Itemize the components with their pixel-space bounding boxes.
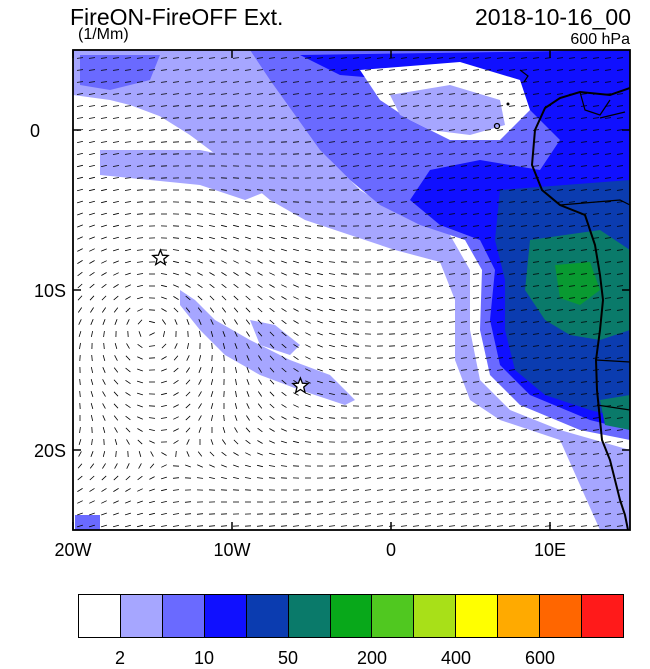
island-marker bbox=[507, 103, 510, 106]
lon-label-20w: 20W bbox=[54, 540, 91, 560]
colorbar-label: 2 bbox=[115, 648, 125, 669]
lat-label-20s: 20S bbox=[34, 441, 66, 461]
colorbar bbox=[78, 594, 624, 638]
colorbar-swatch bbox=[372, 595, 414, 637]
colorbar-swatch bbox=[289, 595, 331, 637]
colorbar-swatch bbox=[582, 595, 623, 637]
colorbar-swatch bbox=[331, 595, 373, 637]
lon-label-10e: 10E bbox=[534, 540, 566, 560]
lat-label-10s: 10S bbox=[34, 281, 66, 301]
colorbar-label: 50 bbox=[278, 648, 298, 669]
lon-label-10w: 10W bbox=[213, 540, 250, 560]
colorbar-swatch bbox=[540, 595, 582, 637]
colorbar-swatch bbox=[498, 595, 540, 637]
lat-label-0: 0 bbox=[30, 121, 40, 141]
colorbar-label: 400 bbox=[441, 648, 471, 669]
colorbar-swatch bbox=[121, 595, 163, 637]
colorbar-label: 10 bbox=[194, 648, 214, 669]
colorbar-swatch bbox=[79, 595, 121, 637]
colorbar-label: 200 bbox=[357, 648, 387, 669]
colorbar-swatch bbox=[205, 595, 247, 637]
colorbar-swatch bbox=[163, 595, 205, 637]
colorbar-swatch bbox=[414, 595, 456, 637]
lon-label-0: 0 bbox=[386, 540, 396, 560]
colorbar-swatch bbox=[247, 595, 289, 637]
colorbar-label: 600 bbox=[525, 648, 555, 669]
colorbar-swatch bbox=[456, 595, 498, 637]
